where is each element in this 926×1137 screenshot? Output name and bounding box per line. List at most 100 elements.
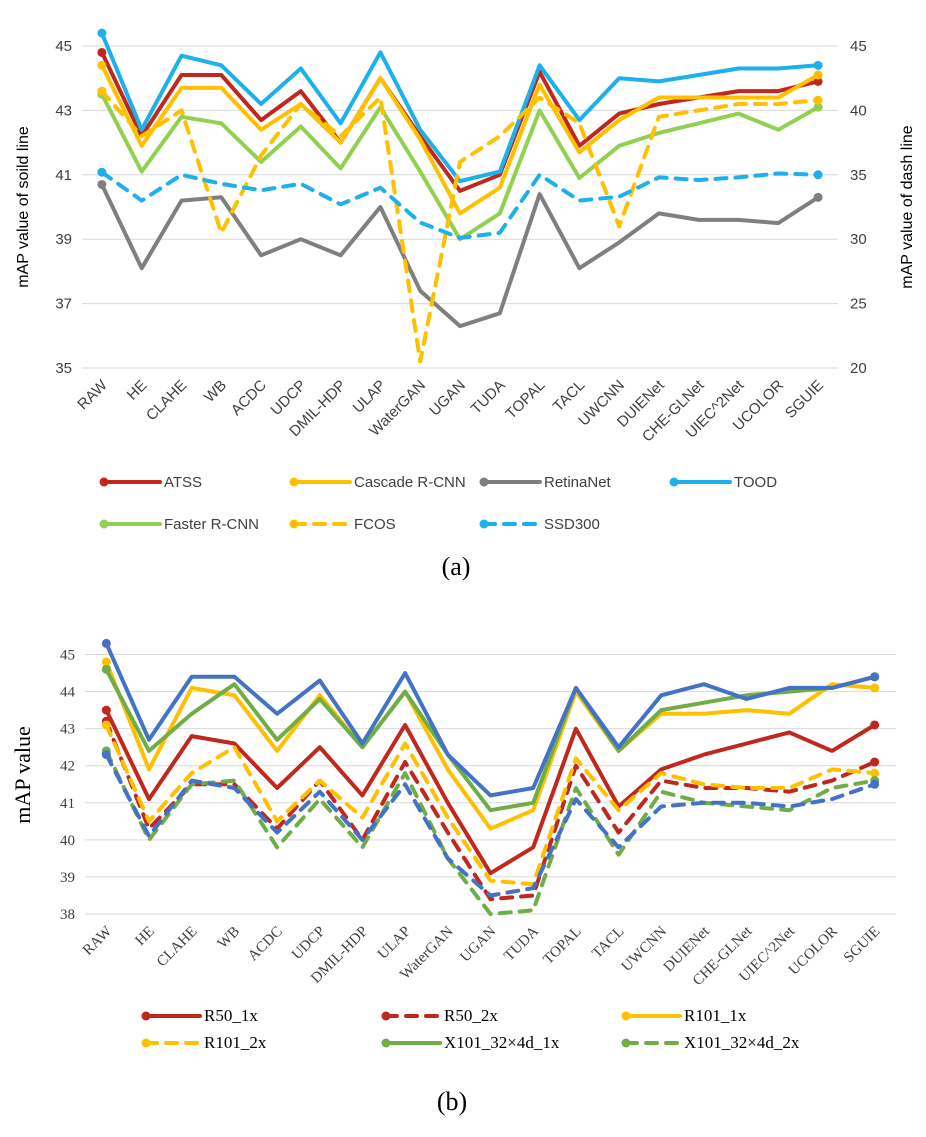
y-tick-label: 45 <box>55 38 72 55</box>
panel-label: (a) <box>442 552 471 581</box>
panel-label: (b) <box>437 1087 467 1116</box>
y-tick-label: 35 <box>55 360 72 377</box>
legend-marker <box>621 1011 631 1021</box>
y-tick-label: 37 <box>55 296 72 313</box>
series-line-series-7 <box>104 752 877 898</box>
x-tick-label: TACL <box>589 924 627 962</box>
x-tick-label: UDCP <box>289 924 329 964</box>
data-point <box>97 60 107 70</box>
data-point <box>813 60 823 70</box>
series-line-retinanet <box>99 182 821 329</box>
x-tick-label: WB <box>201 377 230 406</box>
data-point <box>870 768 880 778</box>
legend-label: Cascade R-CNN <box>354 474 466 491</box>
y-tick-label: 39 <box>60 870 75 886</box>
legend-marker <box>669 477 679 487</box>
x-tick-label: ACDC <box>228 377 270 419</box>
series-line-fcos <box>99 89 821 364</box>
y-axis-title: mAP value <box>10 726 35 824</box>
y-tick-label: 45 <box>60 648 75 664</box>
data-point <box>813 192 823 202</box>
x-tick-label: CLAHE <box>154 924 201 971</box>
y-tick-label: 42 <box>60 759 75 775</box>
x-tick-label: ULAP <box>375 924 414 963</box>
legend-label: TOOD <box>734 474 777 491</box>
series-line-r101-1x <box>104 659 877 831</box>
x-tick-label: TOPAL <box>503 377 549 423</box>
x-tick-label: WB <box>215 924 243 952</box>
legend-marker <box>479 477 489 487</box>
data-point <box>101 638 111 648</box>
data-point <box>870 779 880 789</box>
data-point <box>101 705 111 715</box>
y-right-tick-label: 25 <box>850 296 867 313</box>
y-tick-label: 43 <box>55 102 72 119</box>
data-point <box>870 720 880 730</box>
x-tick-label: UGAN <box>457 923 499 965</box>
legend-label: R50_2x <box>444 1006 498 1025</box>
y-tick-label: 40 <box>60 833 75 849</box>
data-point <box>97 179 107 189</box>
legend-label: SSD300 <box>544 516 600 533</box>
legend-label: R101_2x <box>204 1033 267 1052</box>
y-tick-label: 41 <box>60 796 75 812</box>
data-point <box>870 757 880 767</box>
legend-label: FCOS <box>354 516 396 533</box>
legend-marker <box>621 1038 631 1048</box>
y-axis-title: mAP value of soild line <box>15 126 32 288</box>
legend-marker <box>99 519 109 529</box>
legend-label: RetinaNet <box>544 474 612 491</box>
data-point <box>870 672 880 682</box>
y-tick-label: 43 <box>60 722 75 738</box>
y-right-tick-label: 40 <box>850 102 867 119</box>
data-point <box>101 750 111 760</box>
y-right-tick-label: 20 <box>850 360 867 377</box>
y-right-axis-title: mAP value of dash line <box>899 125 916 288</box>
data-point <box>101 657 111 667</box>
y-tick-label: 39 <box>55 231 72 248</box>
series-line-cascade-r-cnn <box>99 63 821 216</box>
data-point <box>97 47 107 57</box>
x-tick-label: ACDC <box>245 924 286 965</box>
data-point <box>97 28 107 38</box>
x-tick-label: TOPAL <box>540 924 584 968</box>
data-point <box>813 76 823 86</box>
series-line-x101-32-4d-2x <box>104 748 877 916</box>
legend-marker <box>99 477 109 487</box>
legend-marker <box>141 1011 151 1021</box>
data-point <box>813 102 823 112</box>
legend-marker <box>289 477 299 487</box>
legend-marker <box>381 1011 391 1021</box>
data-point <box>97 86 107 96</box>
legend-marker <box>479 519 489 529</box>
series-line-ssd300 <box>99 170 821 240</box>
x-tick-label: RAW <box>74 376 111 413</box>
data-point <box>101 720 111 730</box>
series-line-r101-2x <box>104 723 877 887</box>
x-tick-label: SGUIE <box>782 377 827 422</box>
data-point <box>101 664 111 674</box>
y-tick-label: 41 <box>55 167 72 184</box>
legend-label: Faster R-CNN <box>164 516 259 533</box>
data-point <box>813 170 823 180</box>
legend-label: X101_32×4d_2x <box>684 1033 800 1052</box>
legend-marker <box>141 1038 151 1048</box>
x-tick-label: SGUIE <box>841 924 884 967</box>
x-tick-label: RAW <box>80 923 116 959</box>
data-point <box>813 70 823 80</box>
series-line-series-6 <box>104 641 877 798</box>
legend-label: R50_1x <box>204 1006 258 1025</box>
data-point <box>813 95 823 105</box>
legend-marker <box>289 519 299 529</box>
y-tick-label: 38 <box>60 907 75 923</box>
series-line-r50-2x <box>104 719 877 902</box>
legend-label: ATSS <box>164 474 202 491</box>
y-right-tick-label: 45 <box>850 38 867 55</box>
legend-marker <box>381 1038 391 1048</box>
y-right-tick-label: 30 <box>850 231 867 248</box>
y-right-tick-label: 35 <box>850 167 867 184</box>
data-point <box>97 167 107 177</box>
